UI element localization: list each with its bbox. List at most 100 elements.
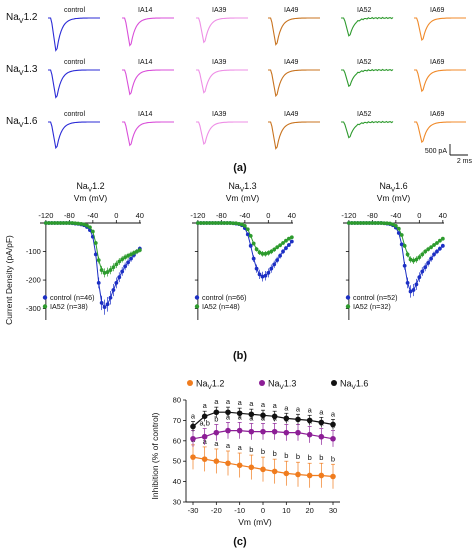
trace-ia49 [268,17,320,46]
data-point [257,250,262,255]
data-point [248,428,255,435]
data-point [225,221,230,225]
row-label-1.2: NaV1.2 [6,12,38,25]
data-point [61,221,66,225]
data-point [271,468,278,475]
data-point [55,221,60,225]
significance-letter: a [284,403,289,412]
data-point [440,236,445,241]
significance-letter: b [261,447,265,456]
series-line [348,222,444,293]
x-tick-label: 0 [261,506,265,515]
x-tick-label: 40 [288,211,296,220]
data-point [257,272,262,277]
y-tick-label: 60 [173,436,181,445]
data-point [137,248,142,253]
data-point [216,221,221,225]
data-point [284,238,288,243]
trace-ia14 [122,17,174,47]
data-point [260,466,266,473]
data-point [88,225,92,230]
data-point [358,221,363,225]
data-point [240,222,244,227]
data-point [64,221,69,225]
data-point [318,419,325,426]
data-point [96,281,101,285]
data-point [123,255,128,260]
scale-bar-time: 2 ms [457,158,473,165]
x-axis-label: Vm (mV) [74,193,108,203]
data-point [306,431,313,438]
data-point [263,251,268,256]
data-point [49,221,54,225]
data-point [114,262,119,267]
x-tick-label: 10 [282,506,290,515]
significance-letter: a [319,407,324,416]
data-point [190,423,196,430]
data-point [399,233,404,237]
trace-control [48,17,100,52]
column-label-ia14: IA14 [138,7,153,14]
data-point [349,221,354,225]
data-point [423,265,428,270]
data-point [129,252,133,257]
data-point [190,454,196,460]
data-point [435,241,439,245]
x-tick-label: -10 [234,506,245,515]
trace-ia14 [122,69,174,96]
data-point [219,221,224,225]
column-label-control: control [64,59,85,66]
data-point [93,252,98,257]
significance-letter: a [261,400,266,409]
data-point [213,221,218,225]
data-point [361,221,366,225]
data-point [102,271,107,275]
significance-letter: a [226,412,231,421]
data-point [278,243,282,248]
x-tick-label: -80 [64,211,75,220]
x-axis-label: Vm (mV) [377,193,411,203]
significance-letter: a [249,413,254,422]
data-point [234,221,238,226]
x-tick-label: 20 [305,506,313,515]
data-point [242,223,247,228]
data-point [281,241,285,245]
legend-marker [187,380,193,386]
data-point [411,258,416,263]
data-point [260,428,266,435]
data-point [352,221,357,225]
data-point [417,255,422,260]
data-point [295,471,301,478]
x-axis-label: Vm (mV) [226,193,260,203]
significance-letter: b [308,453,312,462]
data-point [245,232,250,237]
data-point [355,221,360,225]
data-point [213,458,220,465]
data-point [388,221,392,226]
data-point [102,305,107,310]
data-point [237,221,241,226]
data-point [52,221,57,225]
series-nav1-2: aaaaabbbbbbbb [190,435,336,489]
panel-c-inhibition: 30 40 50 60 70 80 -30 -20 -10 0 10 20 30 NaV1.2 NaV1.3… [173,379,369,516]
significance-letter: a [226,441,231,450]
data-point [437,238,442,243]
x-tick-label: -40 [390,211,401,220]
significance-letter: b [319,453,323,462]
data-point [432,243,436,247]
data-point [251,241,256,246]
significance-letter: b [273,449,277,458]
data-point [85,223,89,228]
trace-ia14 [122,121,174,147]
trace-ia49 [268,121,320,150]
data-point [120,269,125,274]
significance-letter: b [284,451,288,460]
data-point [289,235,294,240]
significance-letter: a [226,397,231,406]
data-point [108,268,113,272]
significance-letter: a [331,409,336,418]
data-point [423,249,428,254]
trace-ia69 [414,69,466,93]
panel-c-ylabel: Inhibition (% of control) [150,412,160,499]
data-point [248,243,253,248]
